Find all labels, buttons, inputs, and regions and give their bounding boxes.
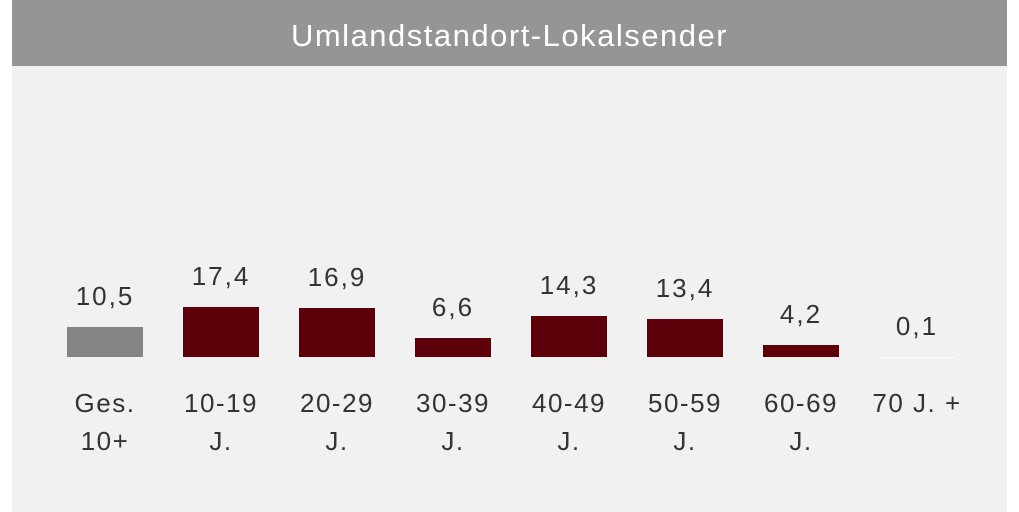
value-label: 17,4 (191, 261, 251, 292)
category-label: 70 J. + (872, 388, 962, 418)
bar (67, 326, 143, 357)
value-label: 4,2 (779, 298, 823, 329)
value-label: 13,4 (655, 272, 715, 303)
category-label: Ges. 10+ (74, 388, 136, 456)
chart-panel: Umlandstandort-Lokalsender 10,5 Ges. 10+ 1… (12, 0, 1007, 512)
value-label: 6,6 (431, 292, 475, 323)
value-label: 0,1 (895, 310, 939, 341)
category-label: 10-19 J. (184, 388, 258, 456)
category-label: 30-39 J. (416, 388, 490, 456)
category-label: 60-69 J. (764, 388, 838, 456)
bar (647, 318, 723, 357)
bar (183, 307, 259, 357)
bar (299, 308, 375, 357)
value-label: 16,9 (307, 262, 367, 293)
chart-title: Umlandstandort-Lokalsender (12, 0, 1007, 66)
category-label: 20-29 J. (300, 388, 374, 456)
bar (763, 344, 839, 357)
value-label: 14,3 (539, 269, 599, 300)
bar (415, 338, 491, 357)
category-label: 40-49 J. (532, 388, 606, 456)
category-label: 50-59 J. (648, 388, 722, 456)
bar (531, 315, 607, 357)
value-label: 10,5 (75, 280, 135, 311)
